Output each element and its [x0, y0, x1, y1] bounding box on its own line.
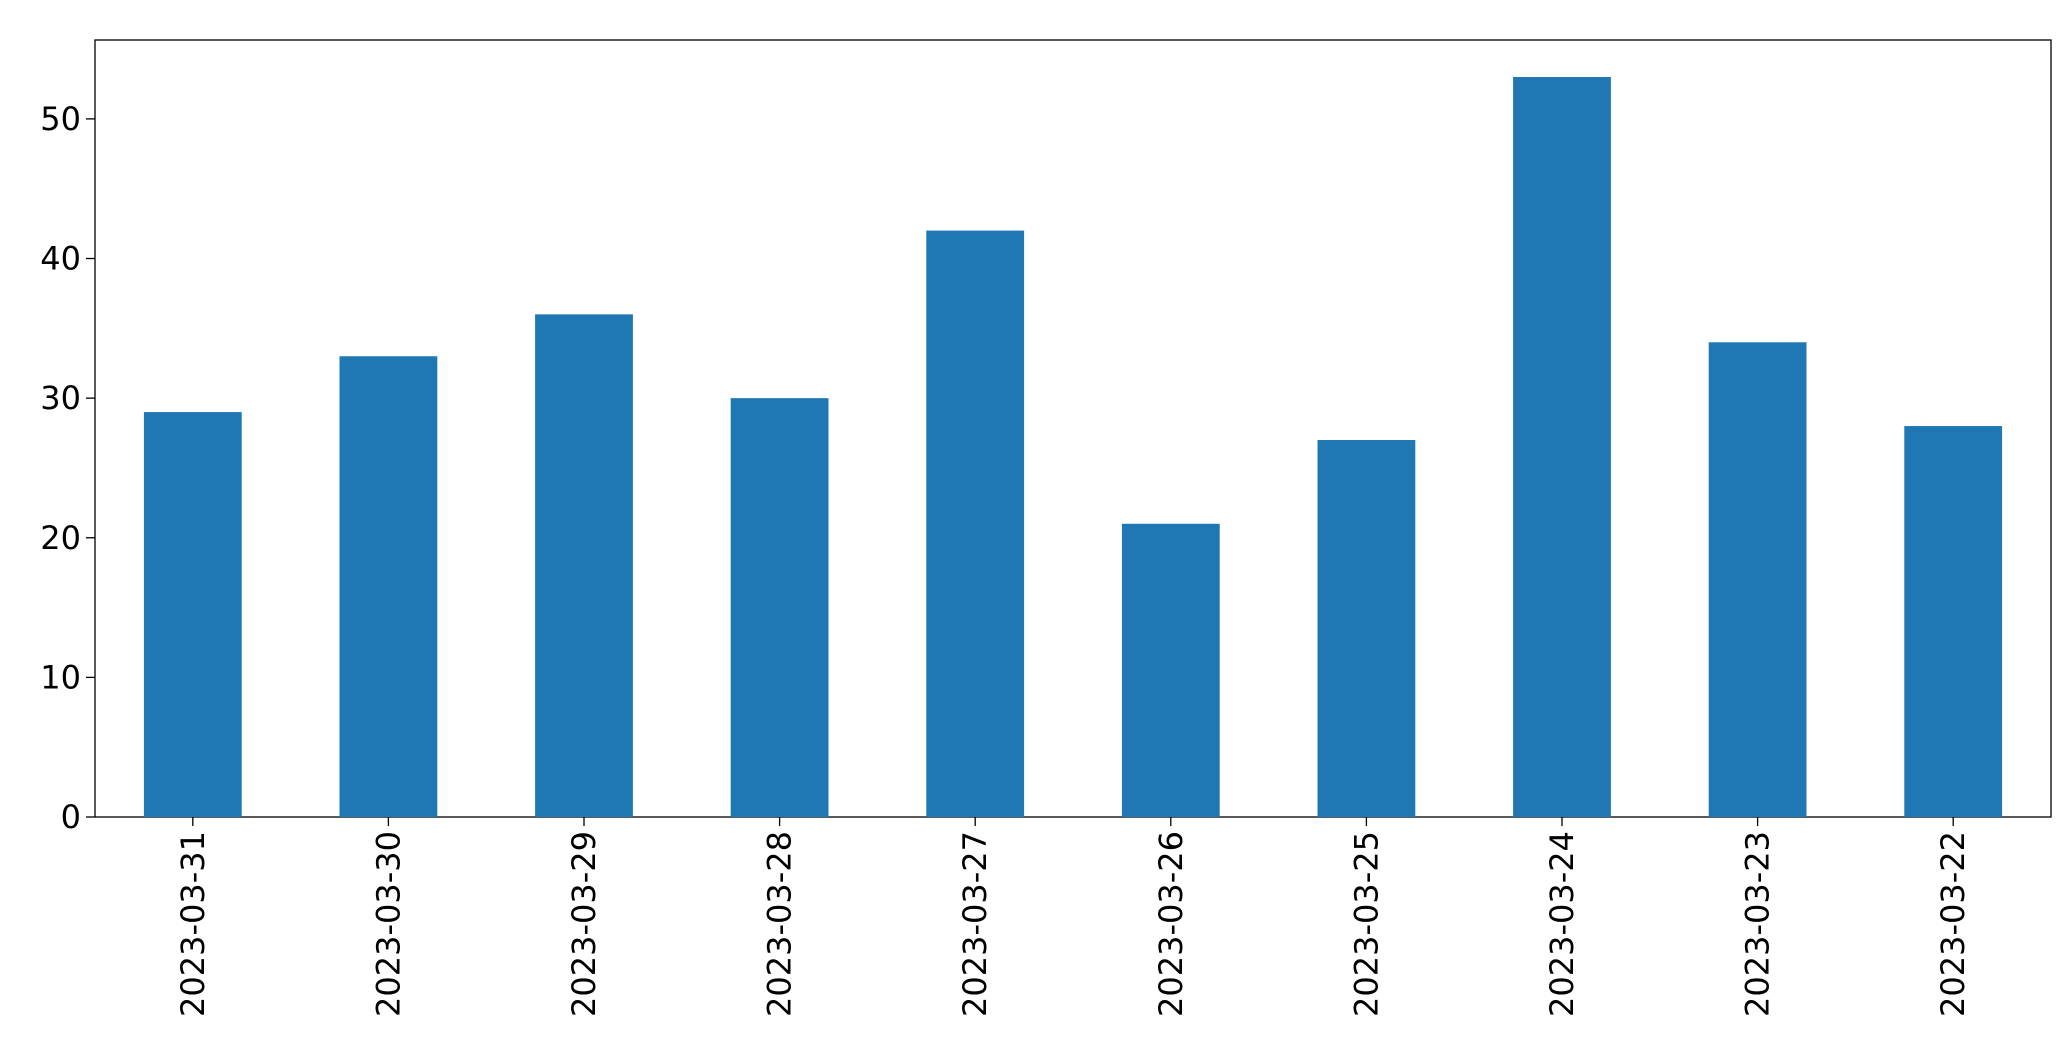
bar — [926, 230, 1025, 817]
y-tick-label: 10 — [40, 658, 81, 696]
bar — [1513, 77, 1611, 817]
x-tick-label: 2023-03-26 — [1152, 831, 1190, 1017]
bar — [339, 356, 438, 817]
bar — [1317, 440, 1416, 817]
x-tick-label: 2023-03-22 — [1934, 831, 1972, 1017]
x-tick-label: 2023-03-29 — [565, 831, 603, 1017]
bar — [143, 412, 242, 817]
x-tick-label: 2023-03-27 — [956, 831, 994, 1017]
bar — [535, 314, 633, 817]
x-tick-label: 2023-03-24 — [1543, 831, 1581, 1017]
bar — [1708, 342, 1807, 817]
y-tick-label: 50 — [40, 100, 81, 138]
bar — [1121, 523, 1220, 817]
y-tick-label: 20 — [40, 519, 81, 557]
y-tick-label: 40 — [40, 240, 81, 278]
x-tick-label: 2023-03-28 — [761, 831, 799, 1017]
x-tick-label: 2023-03-23 — [1739, 831, 1777, 1017]
y-tick-label: 0 — [61, 798, 81, 836]
x-tick-label: 2023-03-31 — [174, 831, 212, 1017]
plot-area — [94, 39, 2052, 818]
y-tick-label: 30 — [40, 379, 81, 417]
x-tick-label: 2023-03-25 — [1347, 831, 1385, 1017]
bar — [1904, 426, 2003, 817]
x-tick-label: 2023-03-30 — [369, 831, 407, 1017]
bar — [730, 398, 829, 817]
